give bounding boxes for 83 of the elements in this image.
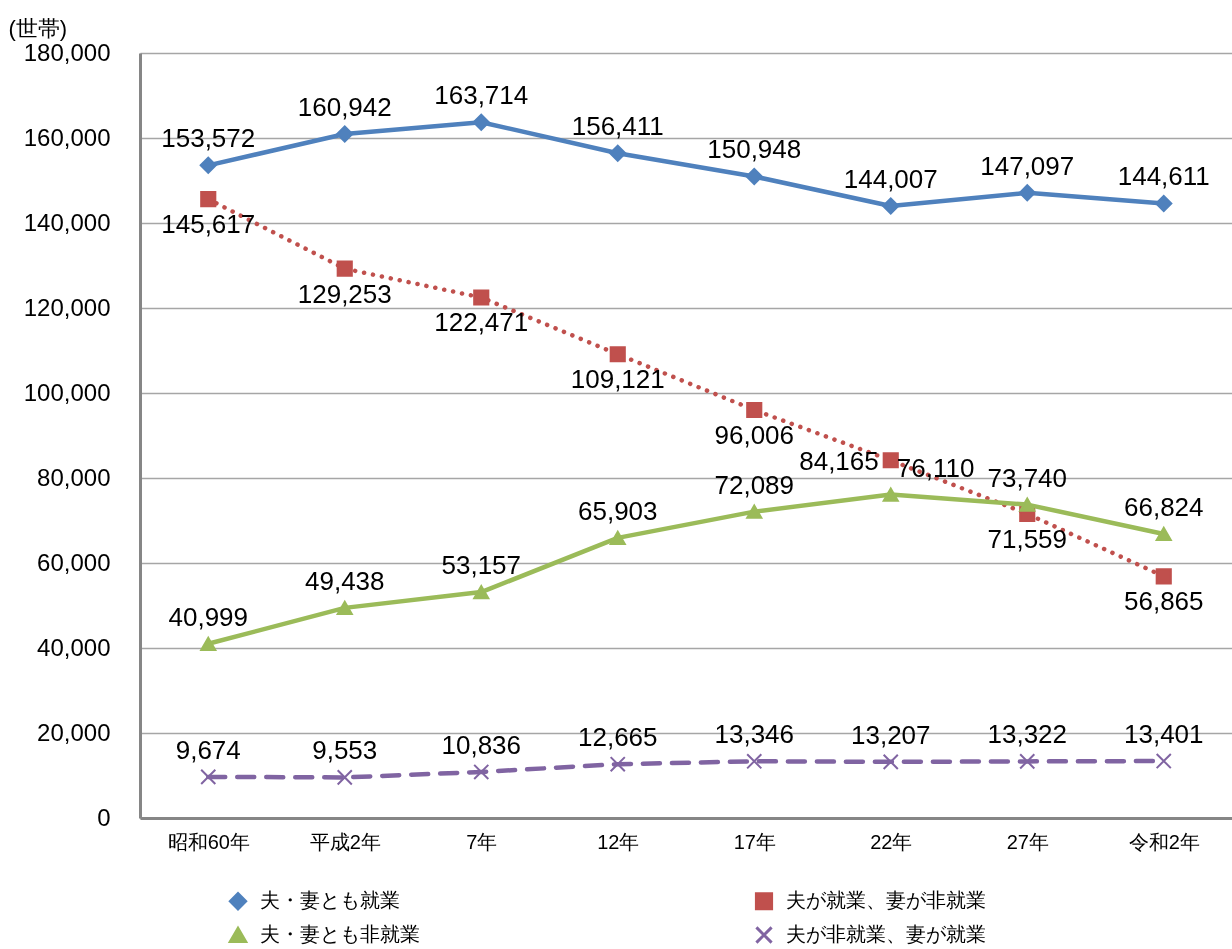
legend-label: 夫が就業、妻が非就業 (786, 889, 986, 912)
y-tick-label: 120,000 (23, 293, 111, 321)
point (609, 756, 626, 773)
point (473, 584, 490, 600)
data-label: 160,942 (297, 92, 392, 122)
data-label: 13,322 (987, 719, 1068, 750)
point (1019, 497, 1036, 512)
point (746, 753, 763, 770)
point (200, 636, 217, 651)
x-tick-label: 12年 (597, 830, 640, 853)
y-tick-label: 140,000 (23, 208, 111, 236)
point (609, 530, 626, 546)
data-label: 150,948 (707, 134, 802, 165)
y-tick-label: 160,000 (23, 123, 111, 151)
point (336, 600, 353, 616)
point (1155, 752, 1172, 770)
y-tick-label: 0 (97, 803, 111, 831)
y-tick-label: 80,000 (37, 463, 111, 491)
y-tick-label: 60,000 (37, 548, 111, 576)
data-label: 40,999 (168, 601, 249, 632)
x-tick-label: 令和2年 (1128, 830, 1200, 853)
point (746, 504, 763, 519)
data-label: 163,714 (434, 80, 529, 111)
data-label: 96,006 (714, 419, 795, 450)
point (1019, 753, 1036, 770)
point (1155, 194, 1173, 212)
data-label: 9,674 (175, 734, 241, 765)
data-label: 13,401 (1123, 719, 1204, 750)
point (200, 768, 217, 785)
data-label: 13,207 (850, 719, 931, 750)
legend-label: 夫が非就業、妻が就業 (786, 923, 986, 945)
data-label: 49,438 (304, 565, 385, 596)
data-label: 72,089 (714, 469, 795, 500)
point (746, 401, 763, 419)
data-label: 145,617 (161, 209, 256, 240)
x-tick-label: 平成2年 (309, 830, 381, 853)
point (745, 167, 763, 186)
point (199, 156, 217, 174)
point (882, 487, 899, 502)
y-tick-label: 100,000 (23, 378, 111, 406)
data-label: 65,903 (577, 495, 658, 526)
point (1018, 184, 1036, 202)
point (336, 260, 353, 277)
point (472, 113, 490, 131)
data-label: 9,553 (312, 735, 378, 766)
data-label: 129,253 (297, 278, 392, 309)
legend-label: 夫・妻とも就業 (260, 889, 400, 912)
data-label: 71,559 (987, 523, 1068, 554)
x-tick-label: 昭和60年 (167, 830, 250, 853)
data-label: 109,121 (570, 364, 665, 395)
data-label: 10,836 (441, 729, 522, 760)
point (336, 769, 353, 786)
point (473, 763, 490, 781)
point (200, 191, 217, 208)
data-label: 13,346 (714, 719, 795, 750)
point (882, 197, 900, 215)
data-label: 56,865 (1123, 586, 1204, 617)
point (882, 452, 899, 469)
point (609, 346, 626, 363)
data-label: 73,740 (987, 462, 1068, 493)
data-label: 144,007 (843, 163, 938, 194)
data-label: 156,411 (571, 111, 664, 142)
point (609, 144, 627, 162)
point (882, 753, 899, 770)
data-label: 147,097 (980, 150, 1075, 181)
x-tick-label: 22年 (870, 830, 913, 853)
data-label: 84,165 (799, 446, 879, 477)
data-label: 144,611 (1117, 161, 1210, 192)
data-label: 153,572 (161, 123, 256, 154)
y-tick-label: 40,000 (37, 633, 111, 661)
point (473, 289, 490, 306)
point (1155, 526, 1172, 542)
point (1155, 568, 1172, 585)
data-label: 53,157 (441, 550, 522, 581)
legend-label: 夫・妻とも非就業 (260, 923, 420, 945)
x-tick-label: 27年 (1006, 830, 1049, 853)
point (336, 125, 354, 143)
x-tick-label: 7年 (466, 830, 498, 853)
data-label: 122,471 (434, 307, 529, 338)
x-tick-label: 17年 (733, 830, 776, 853)
data-label: 66,824 (1123, 492, 1204, 522)
y-tick-label: 20,000 (37, 718, 111, 746)
data-label: 12,665 (577, 722, 658, 753)
